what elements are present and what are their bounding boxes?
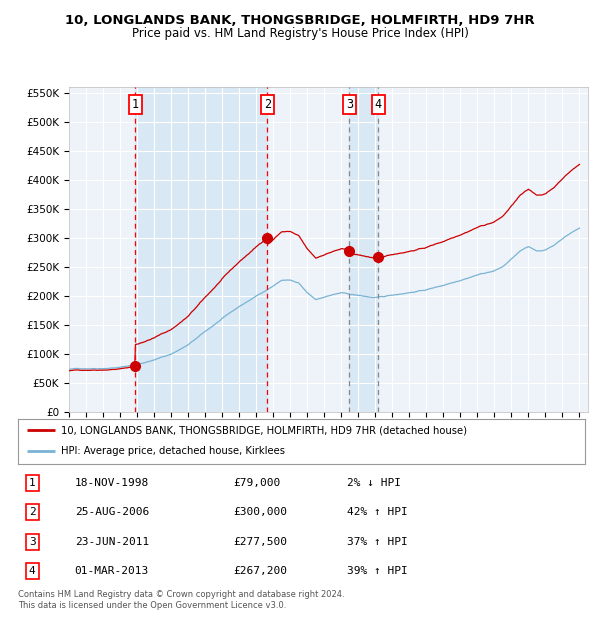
Text: Price paid vs. HM Land Registry's House Price Index (HPI): Price paid vs. HM Land Registry's House … [131,27,469,40]
Text: 39% ↑ HPI: 39% ↑ HPI [347,566,407,576]
Text: £300,000: £300,000 [233,507,287,517]
Text: 23-JUN-2011: 23-JUN-2011 [75,537,149,547]
Text: 1: 1 [29,478,35,488]
Text: 2% ↓ HPI: 2% ↓ HPI [347,478,401,488]
Text: 25-AUG-2006: 25-AUG-2006 [75,507,149,517]
Bar [349,87,378,412]
Text: 1: 1 [131,98,139,111]
Text: 2: 2 [29,507,35,517]
Text: 42% ↑ HPI: 42% ↑ HPI [347,507,407,517]
Bar [135,87,267,412]
Text: £79,000: £79,000 [233,478,281,488]
Text: £277,500: £277,500 [233,537,287,547]
Text: 2: 2 [263,98,271,111]
Text: 37% ↑ HPI: 37% ↑ HPI [347,537,407,547]
Text: 3: 3 [29,537,35,547]
Text: 4: 4 [29,566,35,576]
Text: 10, LONGLANDS BANK, THONGSBRIDGE, HOLMFIRTH, HD9 7HR (detached house): 10, LONGLANDS BANK, THONGSBRIDGE, HOLMFI… [61,425,467,435]
Text: 4: 4 [374,98,382,111]
Text: HPI: Average price, detached house, Kirklees: HPI: Average price, detached house, Kirk… [61,446,284,456]
Text: Contains HM Land Registry data © Crown copyright and database right 2024.
This d: Contains HM Land Registry data © Crown c… [18,590,344,609]
Text: £267,200: £267,200 [233,566,287,576]
Text: 3: 3 [346,98,353,111]
Text: 18-NOV-1998: 18-NOV-1998 [75,478,149,488]
Text: 01-MAR-2013: 01-MAR-2013 [75,566,149,576]
Text: 10, LONGLANDS BANK, THONGSBRIDGE, HOLMFIRTH, HD9 7HR: 10, LONGLANDS BANK, THONGSBRIDGE, HOLMFI… [65,14,535,27]
